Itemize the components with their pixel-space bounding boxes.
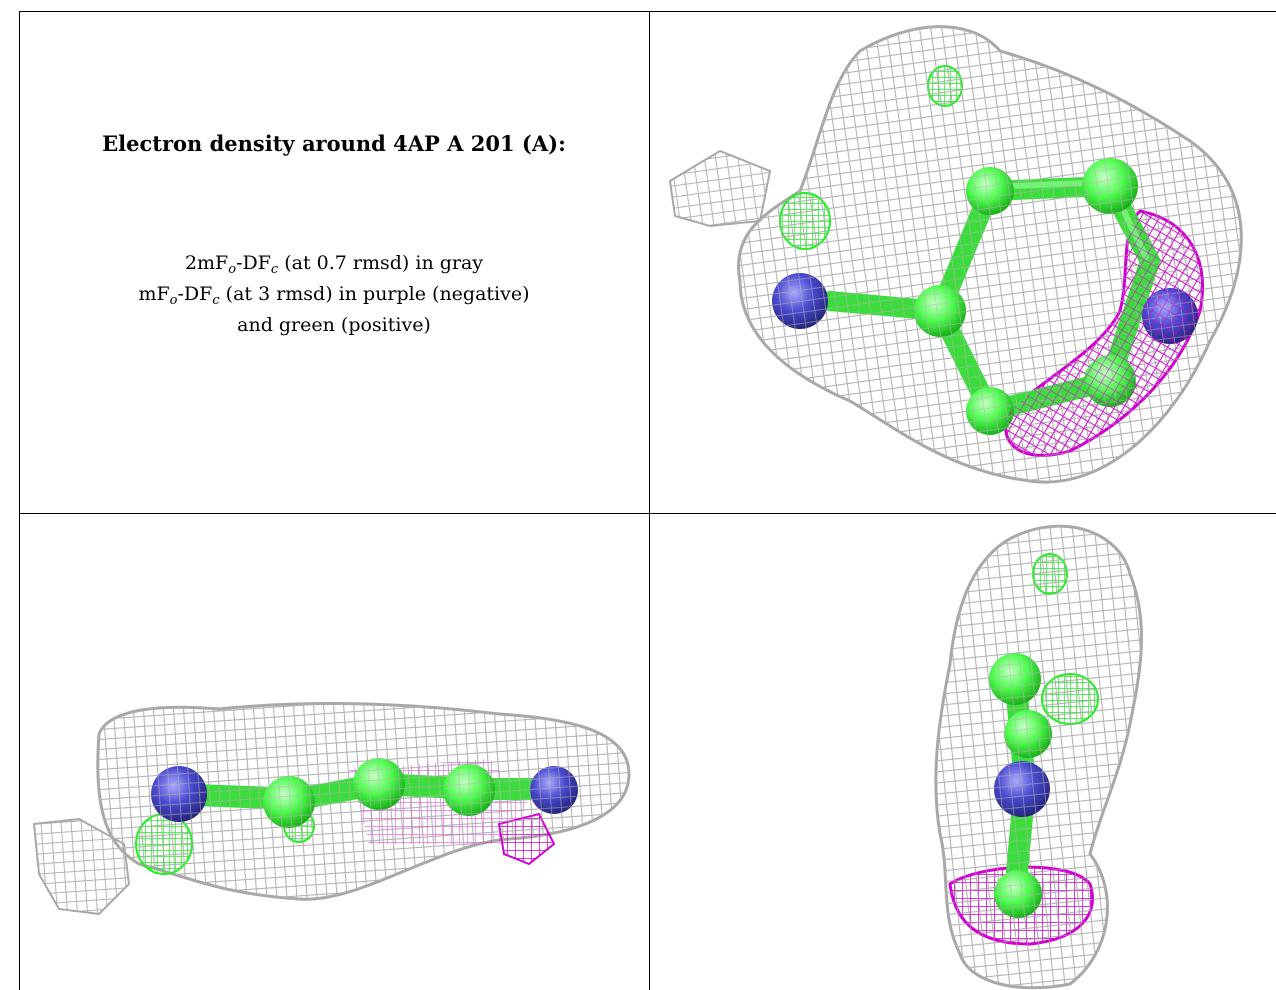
legend-line-positive: and green (positive) xyxy=(237,314,431,336)
density-view-top-down xyxy=(650,11,1276,513)
table-top-border xyxy=(19,11,1276,12)
legend-line-2fofc: 2mFo-DFc (at 0.7 rmsd) in gray xyxy=(184,252,484,277)
table-center-divider xyxy=(649,11,650,990)
legend-text: 2mFo-DFc (at 0.7 rmsd) in gray mFo-DFc (… xyxy=(19,248,649,341)
legend-line-fofc: mFo-DFc (at 3 rmsd) in purple (negative) xyxy=(138,283,530,308)
table-middle-border xyxy=(19,513,1276,514)
figure-title: Electron density around 4AP A 201 (A): xyxy=(102,131,566,156)
density-view-end-on xyxy=(650,514,1276,990)
density-view-side xyxy=(19,514,649,990)
table-left-border xyxy=(19,11,20,990)
caption-cell: Electron density around 4AP A 201 (A): 2… xyxy=(19,11,649,513)
